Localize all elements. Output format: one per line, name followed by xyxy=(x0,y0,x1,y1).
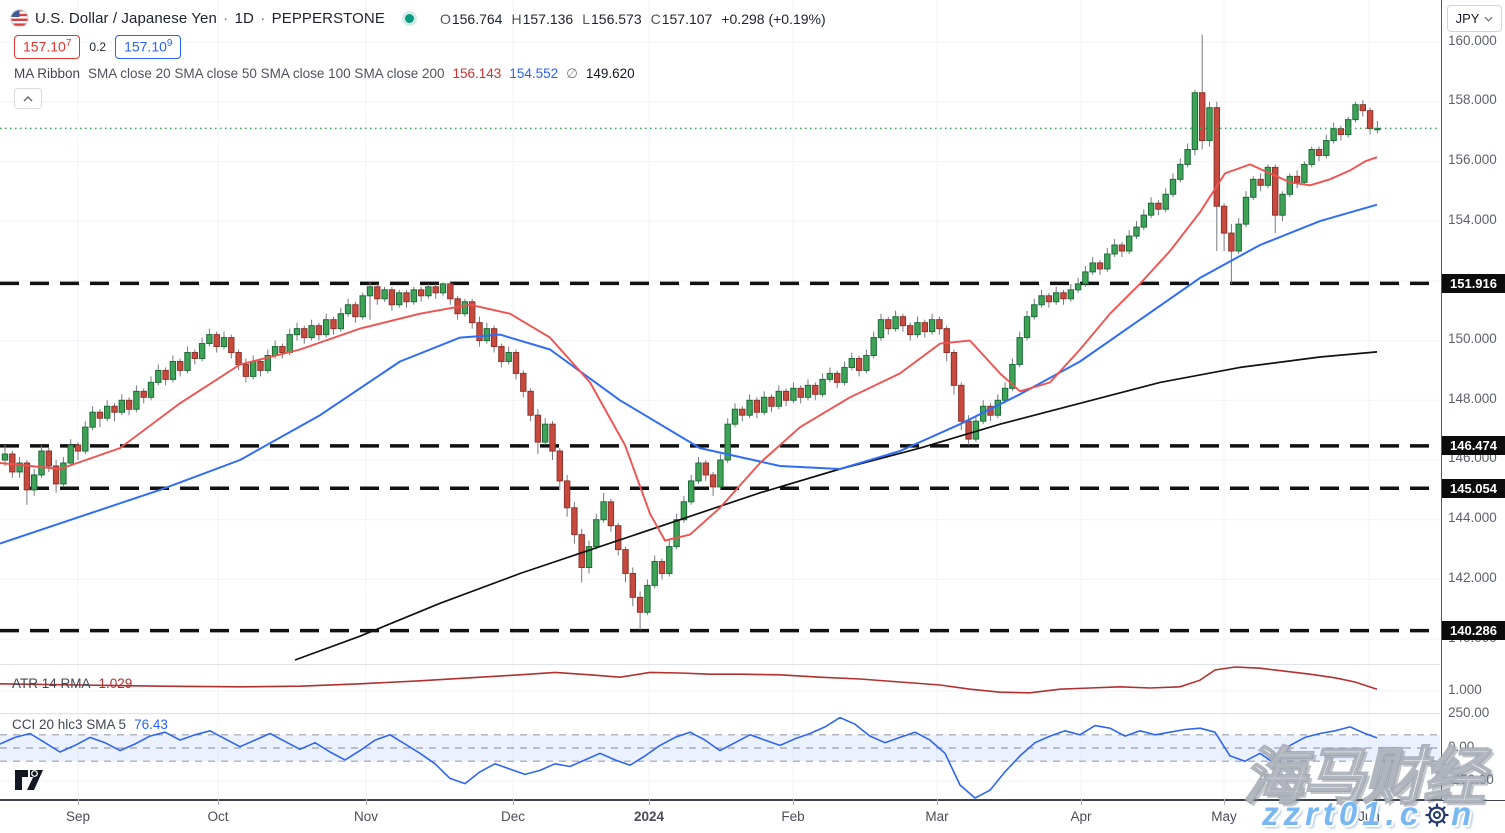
symbol-title[interactable]: U.S. Dollar / Japanese Yen · 1D · PEPPER… xyxy=(35,10,385,27)
close-value: 157.107 xyxy=(661,10,713,27)
atr-value: 1.029 xyxy=(98,676,133,691)
cci-band xyxy=(0,734,1440,762)
price-scale-label: 144.000 xyxy=(1448,510,1497,526)
indicator-title: ATR 14 RMA xyxy=(12,676,91,691)
time-axis-label: Sep xyxy=(65,809,91,824)
tradingview-logo-icon xyxy=(15,770,43,790)
price-scale[interactable]: JPY 160.000 158.000 156.000 154.000 150.000 1… xyxy=(1441,0,1505,800)
time-axis-label: Nov xyxy=(353,809,379,824)
watermark-site-url: zzrt01.c n xyxy=(1262,795,1477,832)
time-axis-label: Mar xyxy=(925,809,949,824)
price-level-label: 146.474 xyxy=(1442,436,1505,456)
time-axis-label: 2024 xyxy=(633,809,665,824)
price-level-label: 145.054 xyxy=(1442,478,1505,498)
price-scale-label: 142.000 xyxy=(1448,569,1497,585)
chevron-down-icon xyxy=(1484,16,1493,22)
atr-line xyxy=(0,666,1378,694)
sma20-line xyxy=(0,156,1378,542)
currency-label: JPY xyxy=(1455,11,1480,26)
sma100-hidden-symbol: ∅ xyxy=(566,66,578,81)
time-axis-label: Feb xyxy=(781,809,805,824)
cci-line xyxy=(0,716,1378,799)
time-axis-label: May xyxy=(1211,809,1237,824)
ma-ribbon-layer xyxy=(0,156,1378,661)
atr-legend[interactable]: ATR 14 RMA 1.029 xyxy=(12,676,132,691)
indicator-title: CCI 20 hlc3 SMA 5 xyxy=(12,717,127,732)
high-value: 157.136 xyxy=(522,10,574,27)
time-axis-tick xyxy=(366,799,367,805)
sma200-value: 149.620 xyxy=(585,66,635,81)
atr-scale-label: 1.000 xyxy=(1448,681,1482,697)
time-axis[interactable]: Sep Oct Nov Dec 2024 Feb Mar Apr May Jun xyxy=(0,799,1505,833)
price-level-lines xyxy=(0,281,1440,633)
indicator-lines xyxy=(0,666,1378,799)
price-level-label: 151.916 xyxy=(1442,273,1505,293)
cci-scale-label: 0.00 xyxy=(1448,738,1475,754)
cci-scale-label: 250.00 xyxy=(1448,704,1490,720)
exchange-name[interactable]: PEPPERSTONE xyxy=(271,10,385,27)
timeframe[interactable]: 1D xyxy=(234,10,254,27)
price-scale-label: 160.000 xyxy=(1448,32,1497,48)
sma20-value: 156.143 xyxy=(452,66,502,81)
time-axis-tick xyxy=(1224,799,1225,805)
us-flag-icon xyxy=(10,9,29,28)
time-axis-label: Apr xyxy=(1070,809,1092,824)
price-scale-label: 154.000 xyxy=(1448,211,1497,227)
time-axis-tick xyxy=(218,799,219,805)
cci-value: 76.43 xyxy=(134,717,168,732)
separator: · xyxy=(260,10,266,27)
chevron-up-icon xyxy=(23,95,33,102)
change-value: +0.298 (+0.19%) xyxy=(721,10,826,27)
time-axis-label: Oct xyxy=(207,809,229,824)
buy-price-button[interactable]: 157.109 xyxy=(115,35,182,59)
indicator-params: SMA close 20 SMA close 50 SMA close 100 … xyxy=(88,66,445,81)
market-status-dot xyxy=(404,14,414,23)
sma200-line xyxy=(294,351,1378,661)
time-axis-label: Dec xyxy=(500,809,526,824)
separator: · xyxy=(223,10,229,27)
time-axis-label: Jun xyxy=(1358,809,1380,824)
indicator-title: MA Ribbon xyxy=(14,66,81,81)
time-axis-tick xyxy=(513,799,514,805)
quote-panel: 157.107 0.2 157.109 xyxy=(14,35,182,59)
time-axis-tick xyxy=(1081,799,1082,805)
ma-ribbon-legend[interactable]: MA Ribbon SMA close 20 SMA close 50 SMA … xyxy=(14,66,635,82)
time-axis-tick xyxy=(78,799,79,805)
tradingview-logo[interactable] xyxy=(14,769,46,796)
currency-unit-button[interactable]: JPY xyxy=(1447,5,1502,32)
time-axis-tick xyxy=(649,799,650,805)
spread-value: 0.2 xyxy=(89,39,107,54)
open-value: 156.764 xyxy=(451,10,503,27)
price-scale-label: 158.000 xyxy=(1448,92,1497,108)
collapse-legend-button[interactable] xyxy=(14,88,42,109)
ohlc-values: O156.764 H157.136 L156.573 C157.107 +0.2… xyxy=(439,10,826,27)
price-scale-label: 156.000 xyxy=(1448,151,1497,167)
price-scale-label: 150.000 xyxy=(1448,331,1497,347)
watermark-brand-text: 海马财经 xyxy=(1242,742,1486,813)
gear-icon xyxy=(1425,803,1449,827)
price-level-label: 140.286 xyxy=(1442,621,1505,641)
low-value: 156.573 xyxy=(591,10,642,27)
chart-header: U.S. Dollar / Japanese Yen · 1D · PEPPER… xyxy=(10,9,826,28)
candles-layer xyxy=(1,34,1381,631)
gridlines-layer xyxy=(0,0,1440,799)
cci-legend[interactable]: CCI 20 hlc3 SMA 5 76.43 xyxy=(12,717,168,732)
sell-price-button[interactable]: 157.107 xyxy=(14,35,81,59)
sma50-line xyxy=(0,203,1378,545)
time-axis-tick xyxy=(793,799,794,805)
time-axis-tick xyxy=(1369,799,1370,805)
time-axis-tick xyxy=(937,799,938,805)
price-scale-label: 148.000 xyxy=(1448,390,1497,406)
sma50-value: 154.552 xyxy=(509,66,559,81)
cci-scale-label: -250.00 xyxy=(1448,771,1494,787)
